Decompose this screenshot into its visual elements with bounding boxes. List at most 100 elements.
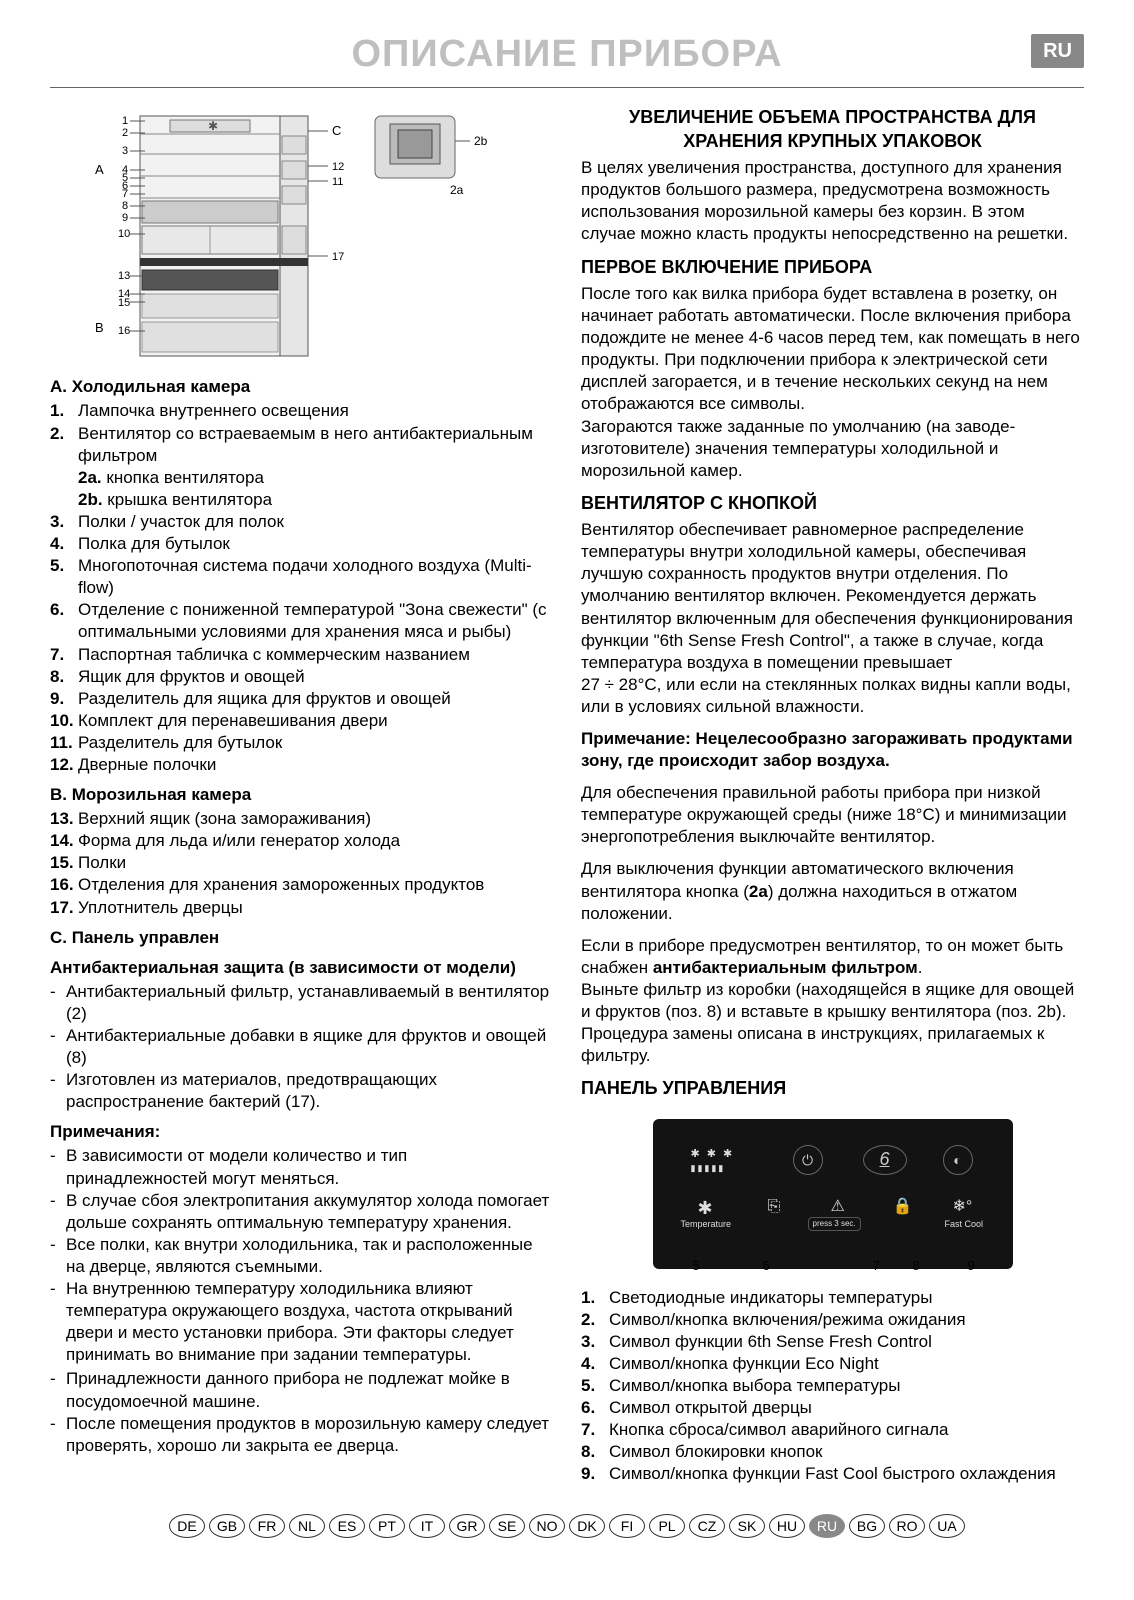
lang-pill-fi: FI [609, 1514, 645, 1538]
right-h2: ПЕРВОЕ ВКЛЮЧЕНИЕ ПРИБОРА [581, 256, 1084, 279]
svg-text:✱: ✱ [208, 119, 218, 133]
list-item: 3.Символ функции 6th Sense Fresh Control [581, 1331, 1084, 1353]
right-p2b: Загораются также заданные по умолчанию (… [581, 416, 1084, 482]
svg-text:3: 3 [122, 145, 128, 157]
callout-6: 6 [763, 1258, 770, 1275]
lang-pill-ua: UA [929, 1514, 965, 1538]
left-column: ✱ [50, 106, 553, 1485]
notes-extra-list: - Принадлежности данного прибора не подл… [50, 1368, 553, 1456]
lang-pill-es: ES [329, 1514, 365, 1538]
section-a-title: A. Холодильная камера [50, 376, 553, 398]
section-b-title: B. Морозильная камера [50, 784, 553, 806]
list-item: -В зависимости от модели количество и ти… [50, 1145, 553, 1189]
list-item: 14.Форма для льда и/или генератор холода [50, 830, 553, 852]
lang-pill-fr: FR [249, 1514, 285, 1538]
list-item: -Изготовлен из материалов, предотвращающ… [50, 1069, 553, 1113]
snowflake-icon: ✱ [698, 1197, 713, 1220]
list-item: 13.Верхний ящик (зона замораживания) [50, 808, 553, 830]
list-item: 10.Комплект для перенавешивания двери [50, 710, 553, 732]
notes-title: Примечания: [50, 1121, 553, 1143]
section-b-list: 13.Верхний ящик (зона замораживания) 14.… [50, 808, 553, 918]
antibacterial-title: Антибактериальная защита (в зависимости … [50, 957, 553, 979]
list-item: -Все полки, как внутри холодильника, так… [50, 1234, 553, 1278]
list-item: 9.Разделитель для ящика для фруктов и ов… [50, 688, 553, 710]
lang-pill-se: SE [489, 1514, 525, 1538]
fastcool-icon: ❄° [953, 1197, 973, 1218]
list-item: 2.Вентилятор со встраеваемым в него анти… [50, 423, 553, 467]
right-h4: ПАНЕЛЬ УПРАВЛЕНИЯ [581, 1077, 1084, 1100]
section-a-list: 1.Лампочка внутреннего освещения 2.Венти… [50, 400, 553, 466]
callout-5: 5 [693, 1258, 700, 1275]
lock-icon: 🔒 [893, 1197, 913, 1218]
econight-icon: ◐ [943, 1145, 973, 1175]
callout-9: 9 [968, 1258, 975, 1275]
right-p5: Для выключения функции автоматического в… [581, 858, 1084, 924]
lang-pill-it: IT [409, 1514, 445, 1538]
svg-text:2: 2 [122, 127, 128, 139]
power-icon: ⏻ [793, 1145, 823, 1175]
lang-pill-sk: SK [729, 1514, 765, 1538]
svg-text:11: 11 [332, 176, 343, 188]
svg-text:C: C [332, 123, 341, 138]
list-item: 9.Символ/кнопка функции Fast Cool быстро… [581, 1463, 1084, 1485]
press-label: press 3 sec. [808, 1217, 861, 1231]
panel-legend-list: 1.Светодиодные индикаторы температуры 2.… [581, 1287, 1084, 1486]
list-item: 8.Ящик для фруктов и овощей [50, 666, 553, 688]
list-item: -Антибактериальный фильтр, устанавливаем… [50, 981, 553, 1025]
lang-pill-pt: PT [369, 1514, 405, 1538]
list-item: 8.Символ блокировки кнопок [581, 1441, 1084, 1463]
lang-pill-pl: PL [649, 1514, 685, 1538]
control-panel-image: ✱ ✱ ✱▮▮▮▮▮ ⏻ 6 ◐ ✱ Temperature ⎘ ⚠ press… [653, 1119, 1013, 1269]
temp-leds-icon: ✱ ✱ ✱▮▮▮▮▮ [691, 1147, 735, 1176]
language-badge: RU [1031, 34, 1084, 68]
lang-pill-cz: CZ [689, 1514, 725, 1538]
right-note-bold: Примечание: Нецелесообразно загораживать… [581, 728, 1084, 772]
list-item: 6.Отделение с пониженной температурой "З… [50, 599, 553, 643]
svg-text:1: 1 [122, 115, 128, 127]
list-item: - После помещения продуктов в морозильну… [50, 1413, 553, 1457]
list-item: 11.Разделитель для бутылок [50, 732, 553, 754]
list-item: 7.Кнопка сброса/символ аварийного сигнал… [581, 1419, 1084, 1441]
content-columns: ✱ [50, 106, 1084, 1485]
right-p6: Если в приборе предусмотрен вентилятор, … [581, 935, 1084, 979]
lang-pill-gr: GR [449, 1514, 485, 1538]
list-item: 5.Символ/кнопка выбора температуры [581, 1375, 1084, 1397]
list-item: - Принадлежности данного прибора не подл… [50, 1368, 553, 1412]
list-item: 12.Дверные полочки [50, 754, 553, 776]
header-rule [50, 87, 1084, 88]
list-item: -На внутреннюю температуру холодильника … [50, 1278, 553, 1366]
right-p4: Для обеспечения правильной работы прибор… [581, 782, 1084, 848]
svg-text:2b: 2b [474, 134, 488, 148]
list-item: 17.Уплотнитель дверцы [50, 897, 553, 919]
six-sense-icon: 6 [863, 1145, 907, 1175]
list-item: 1.Лампочка внутреннего освещения [50, 400, 553, 422]
lang-pill-ro: RO [889, 1514, 925, 1538]
lang-pill-ru: RU [809, 1514, 845, 1538]
list-item: 4.Полка для бутылок [50, 533, 553, 555]
lang-pill-nl: NL [289, 1514, 325, 1538]
svg-text:12: 12 [332, 161, 344, 173]
svg-text:2a: 2a [450, 183, 464, 197]
list-item: 16.Отделения для хранения замороженных п… [50, 874, 553, 896]
right-p2: После того как вилка прибора будет встав… [581, 283, 1084, 416]
right-h1: УВЕЛИЧЕНИЕ ОБЪЕМА ПРОСТРАНСТВА ДЛЯ ХРАНЕ… [581, 106, 1084, 153]
appliance-diagram: ✱ [50, 106, 553, 366]
right-p6d: Выньте фильтр из коробки (находящейся в … [581, 979, 1084, 1067]
svg-text:A: A [95, 162, 104, 177]
door-icon: ⎘ [768, 1197, 781, 1218]
list-item: -Антибактериальные добавки в ящике для ф… [50, 1025, 553, 1069]
lang-pill-dk: DK [569, 1514, 605, 1538]
right-column: УВЕЛИЧЕНИЕ ОБЪЕМА ПРОСТРАНСТВА ДЛЯ ХРАНЕ… [581, 106, 1084, 1485]
temperature-label: Temperature [681, 1219, 732, 1231]
main-title: ОПИСАНИЕ ПРИБОРА [351, 30, 782, 79]
svg-text:13: 13 [118, 270, 130, 282]
list-item: 4.Символ/кнопка функции Eco Night [581, 1353, 1084, 1375]
svg-text:9: 9 [122, 212, 128, 224]
callout-8: 8 [913, 1258, 920, 1275]
list-item: 6.Символ открытой дверцы [581, 1397, 1084, 1419]
language-footer: DEGBFRNLESPTITGRSENODKFIPLCZSKHURUBGROUA [50, 1514, 1084, 1538]
svg-text:17: 17 [332, 251, 344, 263]
svg-text:7: 7 [122, 188, 128, 200]
list-item: 7.Паспортная табличка с коммерческим наз… [50, 644, 553, 666]
svg-text:16: 16 [118, 325, 130, 337]
